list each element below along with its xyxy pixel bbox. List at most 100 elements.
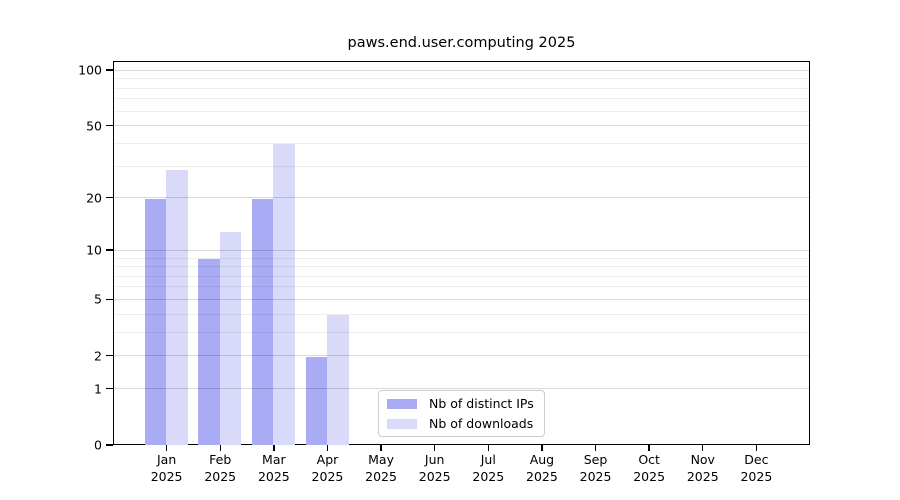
x-tick-year-dec: 2025 [740, 469, 773, 484]
x-tick-month-dec: Dec [744, 452, 769, 467]
legend-swatch-distinct-ips-icon [387, 398, 417, 409]
y-tick-label-2: 2 [94, 348, 102, 364]
gridline-major-50 [114, 125, 809, 127]
gridline-major-1 [114, 388, 809, 390]
bar-downloads-apr [327, 315, 349, 445]
y-tick-label-50: 50 [86, 118, 102, 134]
y-tick-50 [106, 124, 113, 127]
x-tick-month-aug: Aug [529, 452, 555, 467]
x-tick-label-sep: Sep 2025 [566, 451, 626, 485]
x-tick-year-aug: 2025 [526, 469, 558, 484]
x-tick-month-jun: Jun [424, 452, 445, 467]
bar-distinct-ips-apr [305, 356, 328, 445]
gridline-minor-4 [114, 313, 809, 315]
y-tick-20 [106, 196, 113, 199]
bar-distinct-ips-feb [198, 258, 220, 445]
gridline-minor-60 [114, 110, 809, 112]
gridline-minor-40 [114, 142, 809, 144]
gridline-minor-3 [114, 331, 809, 333]
x-tick-year-jun: 2025 [418, 469, 451, 484]
y-tick-label-100: 100 [78, 62, 102, 78]
x-tick-month-nov: Nov [690, 452, 715, 467]
bar-distinct-ips-jan [144, 198, 167, 445]
gridline-minor-6 [114, 286, 809, 288]
x-tick-label-apr: Apr 2025 [297, 451, 357, 485]
x-tick-label-may: May 2025 [351, 451, 411, 485]
legend-label-downloads: Nb of downloads [429, 416, 534, 431]
y-tick-label-20: 20 [86, 190, 102, 206]
x-tick-label-oct: Oct 2025 [619, 451, 679, 485]
gridline-minor-7 [114, 275, 809, 277]
legend: Nb of distinct IPs Nb of downloads [378, 390, 545, 437]
x-tick-year-jan: 2025 [150, 469, 183, 484]
y-tick-label-5: 5 [94, 291, 102, 307]
x-tick-year-oct: 2025 [633, 469, 666, 484]
gridline-minor-8 [114, 266, 809, 268]
y-tick-label-0: 0 [94, 437, 102, 453]
gridline-minor-90 [114, 78, 809, 80]
x-tick-month-feb: Feb [209, 452, 232, 467]
x-tick-year-jul: 2025 [472, 469, 505, 484]
x-tick-jan [165, 445, 168, 451]
x-tick-jun [433, 445, 436, 451]
gridline-major-2 [114, 355, 809, 357]
bar-downloads-mar [273, 144, 295, 445]
x-tick-year-apr: 2025 [311, 469, 344, 484]
x-tick-jul [487, 445, 489, 451]
gridline-major-100 [114, 69, 809, 71]
x-tick-label-feb: Feb 2025 [190, 451, 250, 485]
plot-area [113, 61, 810, 445]
x-tick-year-mar: 2025 [257, 469, 290, 484]
x-tick-year-nov: 2025 [686, 469, 719, 484]
x-tick-month-apr: Apr [316, 452, 339, 467]
x-tick-month-jan: Jan [156, 452, 177, 467]
legend-item-downloads: Nb of downloads [387, 415, 536, 432]
x-tick-label-nov: Nov 2025 [673, 451, 733, 485]
x-tick-month-mar: Mar [262, 452, 286, 467]
x-tick-label-jan: Jan 2025 [137, 451, 197, 485]
y-tick-5 [106, 298, 113, 301]
gridline-major-20 [114, 197, 809, 199]
bar-downloads-feb [219, 231, 242, 445]
gridline-minor-70 [114, 98, 809, 100]
x-tick-month-sep: Sep [583, 452, 608, 467]
x-tick-label-aug: Aug 2025 [512, 451, 572, 485]
y-tick-label-1: 1 [94, 381, 102, 397]
x-tick-label-mar: Mar 2025 [244, 451, 304, 485]
x-tick-oct [648, 445, 650, 451]
y-tick-10 [106, 249, 113, 251]
x-tick-mar [273, 445, 275, 451]
x-tick-label-dec: Dec 2025 [726, 451, 786, 485]
x-tick-label-jun: Jun 2025 [405, 451, 465, 485]
y-tick-1 [106, 387, 113, 390]
x-tick-nov [702, 445, 704, 451]
x-tick-label-jul: Jul 2025 [458, 451, 518, 485]
gridline-minor-9 [114, 257, 809, 259]
x-tick-aug [541, 445, 543, 451]
x-tick-month-jul: Jul [480, 452, 496, 467]
x-tick-year-sep: 2025 [579, 469, 612, 484]
y-tick-label-10: 10 [86, 242, 102, 258]
gridline-minor-30 [114, 165, 809, 167]
gridline-major-10 [114, 249, 809, 251]
x-tick-apr [326, 445, 329, 451]
legend-swatch-downloads-icon [387, 418, 417, 429]
y-tick-100 [106, 69, 113, 71]
x-tick-year-feb: 2025 [204, 469, 237, 484]
x-tick-sep [594, 445, 597, 451]
x-tick-dec [755, 445, 758, 451]
legend-label-distinct-ips: Nb of distinct IPs [429, 396, 534, 411]
x-tick-feb [219, 445, 221, 451]
bar-downloads-jan [166, 169, 188, 445]
x-tick-month-may: May [368, 452, 394, 467]
gridline-minor-80 [114, 87, 809, 89]
x-tick-month-oct: Oct [638, 452, 660, 467]
y-tick-2 [106, 355, 113, 357]
gridline-major-5 [114, 299, 809, 300]
x-tick-may [380, 445, 382, 451]
y-tick-0 [106, 444, 113, 446]
x-tick-year-may: 2025 [365, 469, 397, 484]
chart-title: paws.end.user.computing 2025 [347, 35, 576, 51]
legend-item-distinct-ips: Nb of distinct IPs [387, 395, 536, 412]
